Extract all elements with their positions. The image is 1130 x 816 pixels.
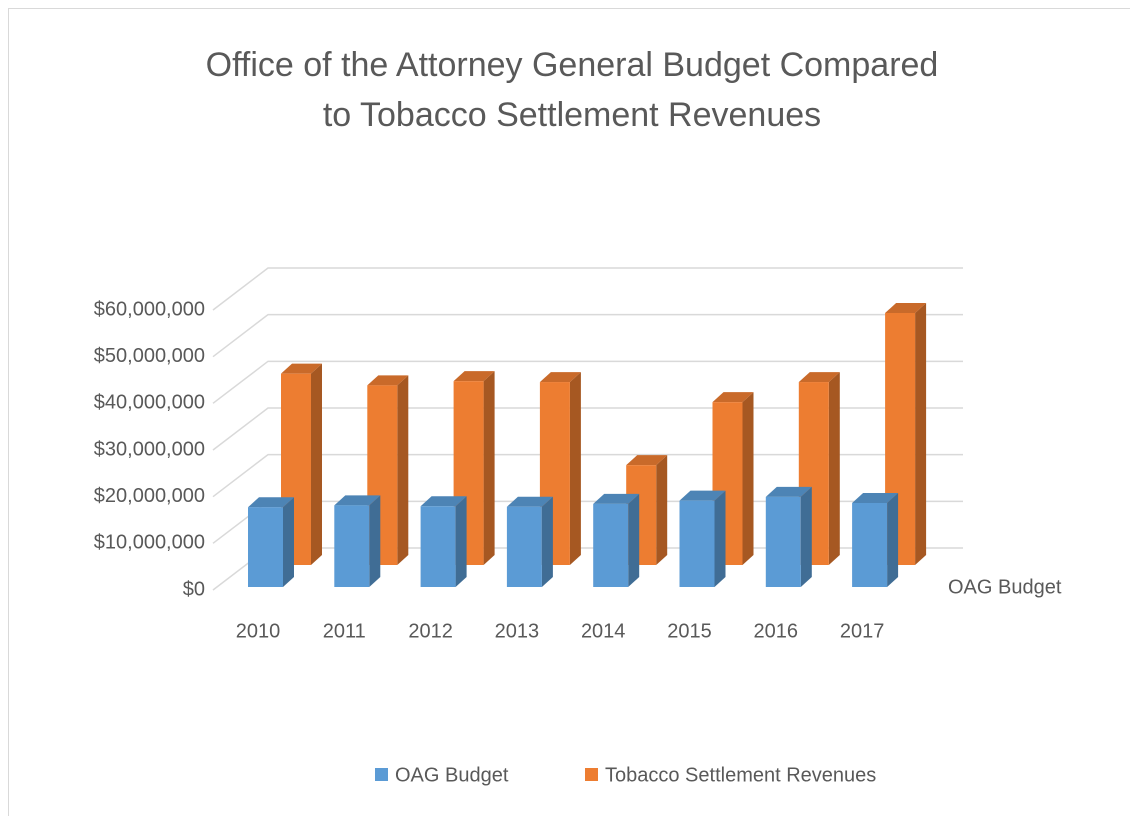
- grid-line: [212, 360, 963, 404]
- bar: [506, 496, 553, 587]
- chart-title: Office of the Attorney General Budget Co…: [206, 46, 939, 84]
- bar-top: [798, 372, 840, 383]
- bar: [420, 496, 467, 587]
- bar-top: [453, 371, 495, 382]
- bar-side: [283, 497, 294, 587]
- bar-top: [248, 497, 294, 508]
- bar: [248, 497, 294, 587]
- x-tick-label: 2015: [667, 620, 712, 642]
- bar-side: [483, 371, 495, 565]
- bar-side: [915, 303, 927, 565]
- bar-front: [248, 507, 283, 587]
- bar-side: [311, 363, 322, 565]
- x-tick-label: 2014: [581, 620, 626, 642]
- bar-top: [506, 496, 553, 507]
- bar-top: [420, 496, 467, 507]
- bar-front: [420, 506, 456, 587]
- bar-top: [626, 455, 668, 466]
- bar-side: [800, 486, 812, 587]
- bar-side: [887, 493, 899, 587]
- y-tick-label: $10,000,000: [94, 532, 205, 554]
- bar-top: [367, 375, 409, 386]
- bar-side: [369, 495, 381, 587]
- x-tick-label: 2017: [840, 620, 885, 642]
- bar-front: [765, 496, 801, 587]
- bar: [798, 372, 840, 565]
- bar: [679, 490, 726, 587]
- bar: [852, 493, 899, 587]
- bar-front: [593, 503, 629, 587]
- bar-top: [885, 303, 927, 313]
- legend-label: Tobacco Settlement Revenues: [605, 764, 876, 786]
- x-tick-label: 2011: [323, 620, 366, 642]
- bar-side: [569, 372, 581, 565]
- bar-side: [628, 493, 640, 587]
- bar-top: [679, 490, 726, 501]
- depth-axis-label: OAG Budget: [948, 576, 1062, 598]
- legend-label: OAG Budget: [395, 764, 509, 786]
- bar-top: [712, 392, 754, 403]
- bar-top: [765, 486, 812, 497]
- bar-front: [334, 505, 370, 587]
- bar-side: [714, 490, 726, 587]
- bar-top: [593, 493, 640, 504]
- bar-side: [397, 375, 409, 565]
- bar: [765, 486, 812, 587]
- bar-side: [828, 372, 840, 565]
- x-tick-label: 2010: [236, 620, 281, 642]
- chart-title: to Tobacco Settlement Revenues: [323, 96, 821, 134]
- bar-top: [281, 363, 322, 374]
- bar-top: [852, 493, 899, 503]
- y-tick-label: $50,000,000: [94, 345, 205, 367]
- y-tick-label: $20,000,000: [94, 485, 205, 507]
- y-tick-label: $60,000,000: [94, 298, 205, 320]
- bar-front: [679, 500, 715, 587]
- bar-front: [506, 506, 542, 587]
- y-tick-label: $30,000,000: [94, 438, 205, 460]
- bar-front: [852, 503, 888, 587]
- x-tick-label: 2016: [754, 620, 799, 642]
- bar-side: [541, 496, 553, 587]
- legend-swatch: [585, 768, 598, 781]
- bar-side: [742, 392, 754, 565]
- y-tick-label: $0: [183, 578, 205, 600]
- bar: [334, 495, 381, 587]
- bar-side: [455, 496, 467, 587]
- grid-line: [212, 267, 963, 311]
- bar-top: [334, 495, 381, 506]
- legend-swatch: [375, 768, 388, 781]
- bar-top: [539, 372, 581, 383]
- x-tick-label: 2012: [408, 620, 453, 642]
- bar: [539, 372, 581, 565]
- grid-line: [212, 313, 963, 358]
- bar: [593, 493, 640, 587]
- bar-side: [656, 455, 668, 565]
- y-tick-label: $40,000,000: [94, 392, 205, 414]
- x-tick-label: 2013: [495, 620, 540, 642]
